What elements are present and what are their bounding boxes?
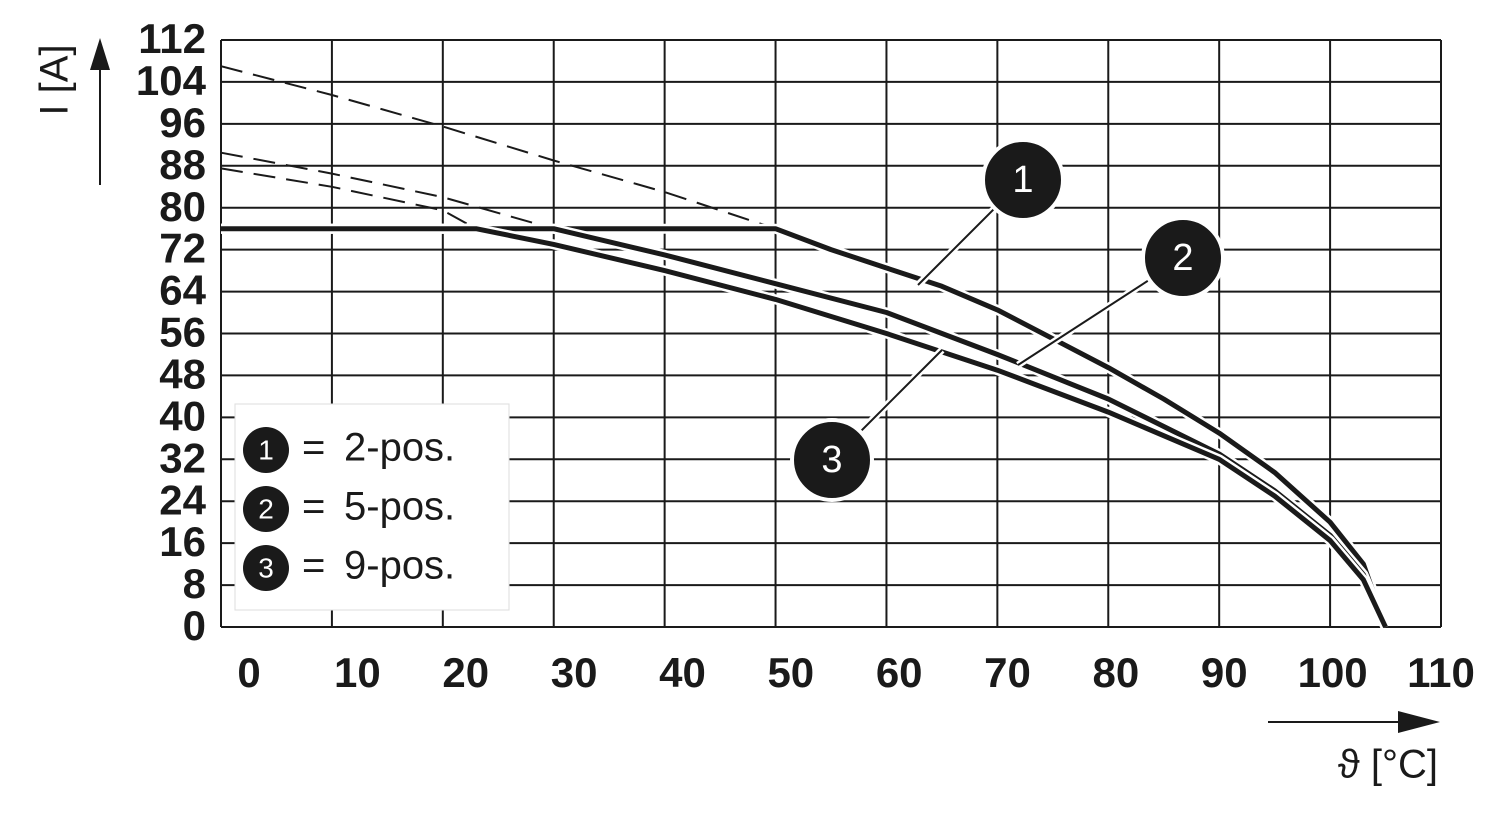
y-tick-label: 0 — [183, 602, 206, 649]
x-tick-label: 60 — [876, 649, 923, 696]
y-tick-label: 64 — [159, 267, 206, 314]
y-axis-label: I [A] — [33, 44, 77, 115]
legend-marker — [243, 545, 289, 591]
callout-circle — [790, 418, 874, 502]
x-tick-label: 20 — [442, 649, 489, 696]
extrapolated-line — [220, 65, 776, 230]
series-line — [221, 226, 1388, 628]
callout-circle — [981, 138, 1065, 222]
x-tick-label: 110 — [1407, 649, 1475, 696]
extrapolated-line — [220, 167, 477, 230]
x-axis-label: ϑ [°C] — [1338, 743, 1438, 787]
callout-number: 2 — [1172, 237, 1193, 279]
legend-label: 5-pos. — [344, 485, 455, 529]
legend-marker — [243, 427, 289, 473]
y-tick-label: 104 — [136, 57, 207, 104]
y-arrow-head — [90, 38, 110, 70]
y-tick-label: 24 — [159, 476, 206, 523]
series-line — [221, 226, 1388, 629]
legend-label: 9-pos. — [344, 544, 455, 588]
callout-circle — [1141, 216, 1225, 300]
legend-separator: = — [302, 485, 325, 529]
y-tick-label: 32 — [159, 434, 206, 481]
legend-separator: = — [302, 544, 325, 588]
x-tick-label: 50 — [767, 649, 814, 696]
y-tick-label: 80 — [159, 183, 206, 230]
legend-number: 2 — [258, 493, 274, 524]
legend: 1 = 2-pos. 2 = 5-pos. 3 = 9-pos. — [234, 403, 510, 611]
y-tick-label: 112 — [138, 15, 206, 62]
legend-marker — [243, 486, 289, 532]
y-tick-label: 40 — [159, 392, 206, 439]
y-tick-label: 72 — [159, 225, 206, 272]
x-tick-label: 40 — [659, 649, 706, 696]
y-tick-label: 56 — [159, 309, 206, 356]
x-tick-label: 30 — [551, 649, 598, 696]
x-tick-label: 0 — [237, 649, 260, 696]
x-tick-label: 10 — [334, 649, 381, 696]
y-tick-label: 96 — [159, 99, 206, 146]
x-arrow-head — [1398, 711, 1440, 733]
y-tick-label: 48 — [159, 351, 206, 398]
x-tick-label: 80 — [1093, 649, 1140, 696]
legend-separator: = — [302, 426, 325, 470]
x-tick-label: 90 — [1201, 649, 1248, 696]
callout-number: 1 — [1012, 159, 1033, 201]
legend-number: 1 — [258, 434, 274, 465]
y-tick-label: 8 — [183, 560, 206, 607]
legend-number: 3 — [258, 552, 274, 583]
x-tick-label: 100 — [1298, 649, 1368, 696]
extrapolated-line — [220, 151, 554, 230]
legend-label: 2-pos. — [344, 426, 455, 470]
y-tick-label: 88 — [159, 141, 206, 188]
y-tick-label: 16 — [159, 518, 206, 565]
x-tick-label: 70 — [984, 649, 1031, 696]
callout-number: 3 — [821, 439, 842, 481]
